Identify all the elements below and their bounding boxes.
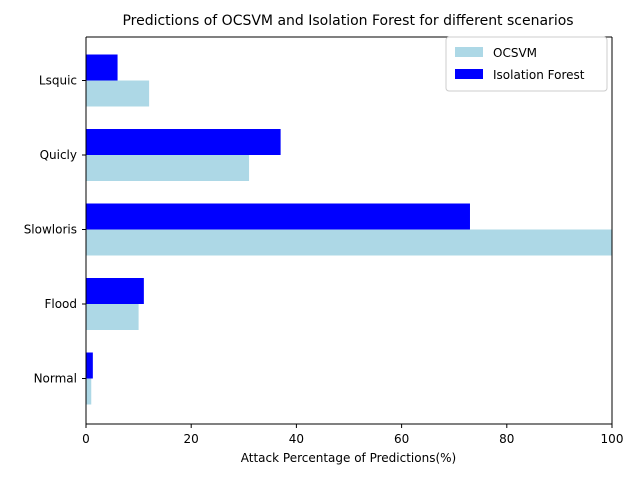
x-tick-label: 60 <box>394 432 409 446</box>
y-tick-label: Flood <box>44 297 77 311</box>
legend-box <box>445 36 608 92</box>
bar-isolation-forest-flood <box>86 278 144 304</box>
y-tick-label: Lsquic <box>39 74 77 88</box>
x-tick-label: 80 <box>499 432 514 446</box>
bar-isolation-forest-lsquic <box>86 54 118 81</box>
chart-title: Predictions of OCSVM and Isolation Fores… <box>122 13 573 29</box>
bar-isolation-forest-normal <box>86 352 93 379</box>
y-tick-label: Slowloris <box>24 223 77 237</box>
x-tick-label: 0 <box>82 432 90 446</box>
bar-isolation-forest-quicly <box>86 129 281 155</box>
y-tick-label: Normal <box>34 372 77 386</box>
x-tick-label: 20 <box>184 432 199 446</box>
axes-layer: 0 20 40 60 80 100 Normal Flood Slowloris Quicly Ls… <box>24 36 624 446</box>
legend-label-ocsvm: OCSVM <box>493 46 537 60</box>
x-tick-label: 40 <box>289 432 304 446</box>
legend-label-isolation-forest: Isolation Forest <box>493 68 585 82</box>
legend-swatch-isolation-forest <box>455 69 483 79</box>
legend-swatch-ocsvm <box>455 47 483 57</box>
bars-layer <box>86 54 612 405</box>
x-axis-label: Attack Percentage of Predictions(%) <box>241 451 456 465</box>
y-tick-label: Quicly <box>40 148 77 162</box>
bar-ocsvm-normal <box>86 378 92 405</box>
bar-isolation-forest-slowloris <box>86 203 470 230</box>
bar-ocsvm-lsquic <box>86 80 150 107</box>
bar-ocsvm-flood <box>86 304 139 330</box>
x-tick-label: 100 <box>601 432 624 446</box>
legend: OCSVM Isolation Forest <box>445 36 608 92</box>
bar-ocsvm-slowloris <box>86 229 612 256</box>
bar-ocsvm-quicly <box>86 155 250 181</box>
